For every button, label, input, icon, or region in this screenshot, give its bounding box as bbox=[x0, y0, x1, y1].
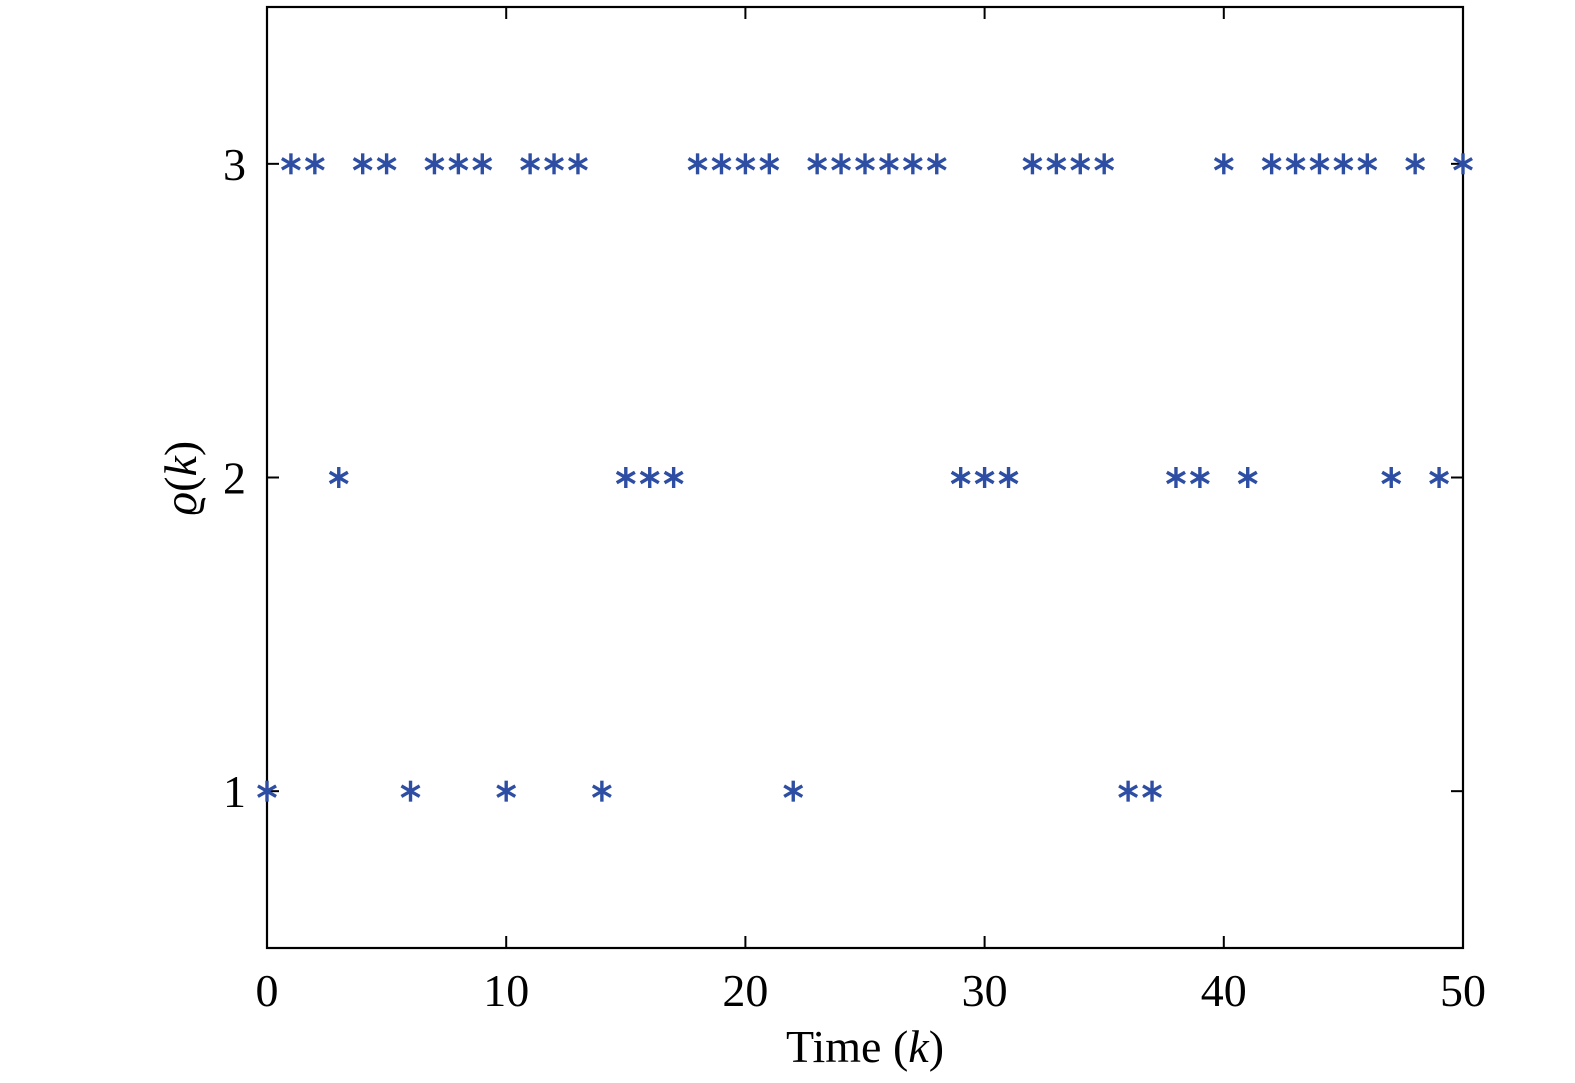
data-point bbox=[1142, 780, 1162, 802]
data-point bbox=[1022, 153, 1043, 175]
data-point bbox=[902, 153, 923, 175]
data-point bbox=[352, 153, 373, 175]
data-point bbox=[807, 153, 828, 175]
x-axis-title: Time (k) bbox=[786, 1021, 944, 1072]
data-point bbox=[974, 467, 995, 488]
data-point bbox=[568, 153, 588, 175]
data-point bbox=[1094, 153, 1115, 175]
data-point bbox=[1285, 153, 1306, 175]
data-point bbox=[472, 153, 493, 175]
data-point bbox=[591, 780, 612, 802]
data-point bbox=[1189, 467, 1210, 488]
y-tick-label: 2 bbox=[223, 453, 246, 504]
data-point bbox=[496, 780, 517, 802]
x-tick-label: 20 bbox=[722, 965, 768, 1016]
data-point bbox=[950, 467, 971, 488]
data-point bbox=[998, 467, 1019, 488]
data-point bbox=[448, 153, 469, 175]
data-point bbox=[783, 780, 804, 802]
data-point bbox=[735, 153, 756, 175]
data-point bbox=[663, 467, 684, 488]
data-point bbox=[1453, 153, 1473, 175]
data-point bbox=[1213, 153, 1234, 175]
data-point bbox=[1046, 153, 1067, 175]
data-markers bbox=[257, 153, 1473, 802]
data-point bbox=[280, 153, 301, 175]
data-point bbox=[1237, 467, 1258, 488]
data-point bbox=[544, 153, 564, 175]
data-point bbox=[1070, 153, 1091, 175]
x-tick-label: 0 bbox=[256, 965, 279, 1016]
data-point bbox=[687, 153, 708, 175]
data-point bbox=[376, 153, 397, 175]
plot-area bbox=[265, 5, 1465, 950]
data-point bbox=[1118, 780, 1139, 802]
data-point bbox=[1309, 153, 1330, 175]
x-tick-label: 40 bbox=[1201, 965, 1247, 1016]
data-point bbox=[1381, 467, 1402, 488]
data-point bbox=[304, 153, 325, 175]
data-point bbox=[1429, 467, 1450, 488]
data-point bbox=[1405, 153, 1426, 175]
y-axis-ticks: 1 2 3 bbox=[223, 139, 1463, 817]
data-point bbox=[1261, 153, 1282, 175]
data-point bbox=[1357, 153, 1378, 175]
x-tick-label: 50 bbox=[1440, 965, 1486, 1016]
y-axis-title: ϱ(k) bbox=[155, 441, 206, 515]
x-axis-ticks: 0 10 20 30 40 50 bbox=[256, 7, 1486, 1016]
data-point bbox=[400, 780, 421, 802]
x-tick-label: 10 bbox=[483, 965, 529, 1016]
data-point bbox=[639, 467, 660, 488]
data-point bbox=[257, 780, 277, 802]
data-point bbox=[615, 467, 636, 488]
data-point bbox=[926, 153, 947, 175]
x-tick-label: 30 bbox=[962, 965, 1008, 1016]
data-point bbox=[1166, 467, 1186, 488]
data-point bbox=[855, 153, 875, 175]
data-point bbox=[520, 153, 541, 175]
y-tick-label: 1 bbox=[223, 766, 246, 817]
data-point bbox=[328, 467, 349, 488]
data-point bbox=[878, 153, 899, 175]
data-point bbox=[759, 153, 780, 175]
data-point bbox=[1333, 153, 1354, 175]
data-point bbox=[711, 153, 732, 175]
data-point bbox=[424, 153, 445, 175]
data-point bbox=[831, 153, 852, 175]
y-tick-label: 3 bbox=[223, 139, 246, 190]
